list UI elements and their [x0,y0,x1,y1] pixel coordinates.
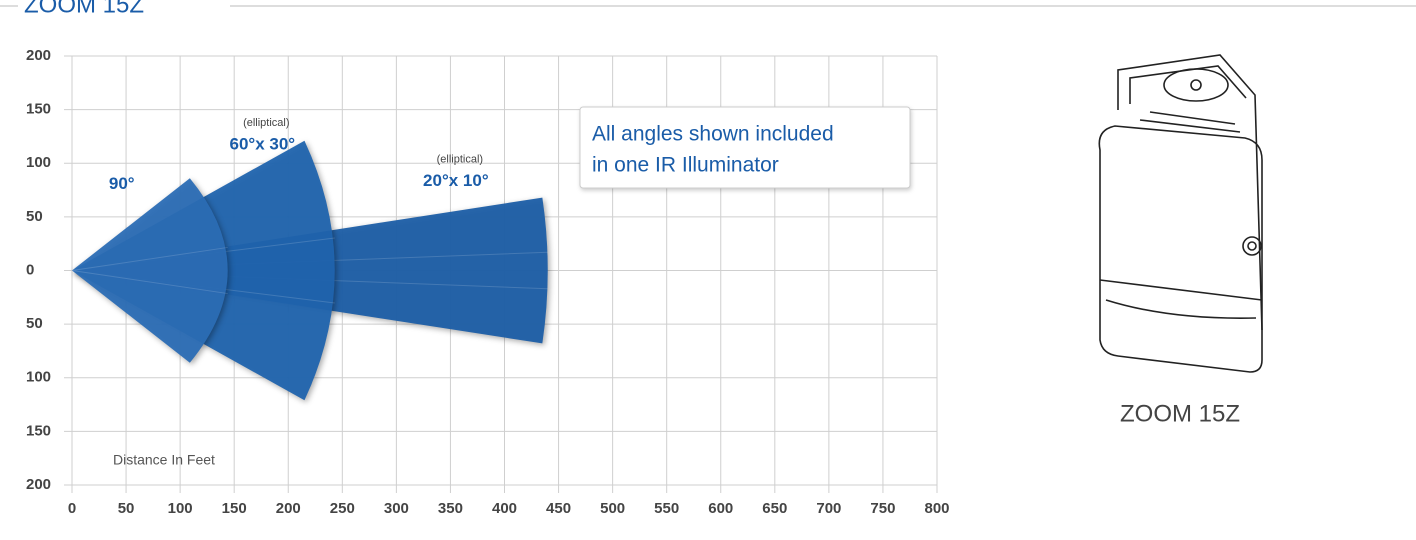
x-tick-label: 800 [924,500,949,517]
product-caption: ZOOM 15Z [1120,400,1240,427]
x-tick-label: 100 [168,500,193,517]
x-tick-label: 700 [816,500,841,517]
beam-label: 90° [109,174,135,193]
x-tick-label: 200 [276,500,301,517]
x-tick-label: 250 [330,500,355,517]
x-tick-label: 400 [492,500,517,517]
beam-label: 20°x 10° [423,171,489,190]
callout-box [579,106,911,189]
beam-note: (elliptical) [437,153,483,165]
x-tick-label: 500 [600,500,625,517]
x-tick-label: 750 [870,500,895,517]
product-illustration [1098,54,1263,373]
header-title: ZOOM 15Z [24,0,144,18]
callout: All angles shown included in one IR Illu… [579,106,911,189]
beam-edge [71,246,228,295]
y-tick-label: 50 [26,315,43,332]
x-axis-label: Distance In Feet [113,452,215,468]
y-tick-label: 50 [26,208,43,225]
beam [72,178,228,363]
y-tick-label: 100 [26,154,51,171]
x-tick-label: 0 [68,500,76,517]
beam-label: 60°x 30° [230,135,296,154]
x-tick-label: 300 [384,500,409,517]
y-tick-label: 200 [26,476,51,493]
callout-text: All angles shown included [592,123,834,146]
x-tick-label: 50 [118,500,135,517]
x-tick-label: 150 [222,500,247,517]
y-tick-label: 150 [26,101,51,118]
callout-text: in one IR Illuminator [592,154,779,177]
y-tick-label: 100 [26,369,51,386]
x-tick-label: 450 [546,500,571,517]
y-tick-label: 0 [26,261,34,278]
x-tick-label: 600 [708,500,733,517]
beam-note: (elliptical) [243,117,289,129]
x-tick-label: 550 [654,500,679,517]
x-tick-label: 650 [762,500,787,517]
y-tick-label: 150 [26,422,51,439]
y-tick-label: 200 [26,47,51,64]
x-tick-label: 350 [438,500,463,517]
